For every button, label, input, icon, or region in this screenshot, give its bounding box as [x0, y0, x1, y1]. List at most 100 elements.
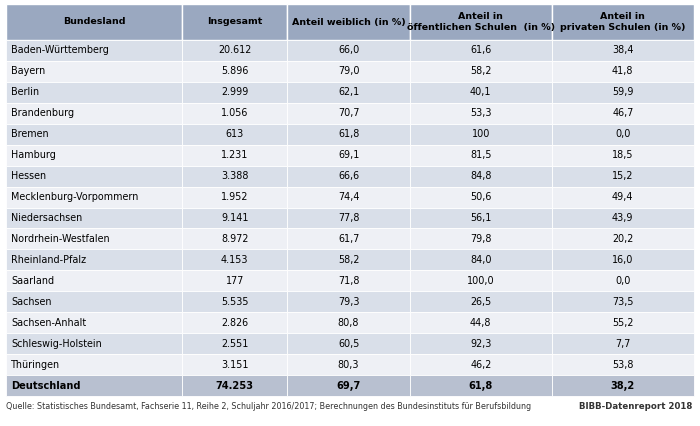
- Bar: [410, 61, 552, 82]
- Bar: [552, 333, 694, 354]
- Bar: [410, 291, 552, 312]
- Bar: [288, 166, 410, 187]
- Text: 1.952: 1.952: [221, 192, 248, 202]
- Bar: [410, 207, 552, 228]
- Bar: [410, 312, 552, 333]
- Text: Sachsen-Anhalt: Sachsen-Anhalt: [11, 318, 86, 328]
- Text: 3.388: 3.388: [221, 171, 248, 181]
- Text: 81,5: 81,5: [470, 150, 491, 160]
- Text: 2.826: 2.826: [221, 318, 248, 328]
- Text: 49,4: 49,4: [612, 192, 634, 202]
- Text: 20,2: 20,2: [612, 234, 634, 244]
- Text: 46,7: 46,7: [612, 108, 634, 118]
- Bar: [288, 271, 410, 291]
- Bar: [410, 228, 552, 249]
- Text: Schleswig-Holstein: Schleswig-Holstein: [11, 339, 102, 348]
- Bar: [410, 4, 552, 40]
- Bar: [6, 40, 182, 61]
- Text: 44,8: 44,8: [470, 318, 491, 328]
- Bar: [410, 103, 552, 124]
- Text: Rheinland-Pfalz: Rheinland-Pfalz: [11, 255, 86, 265]
- Text: 79,3: 79,3: [338, 297, 359, 307]
- Bar: [6, 375, 182, 396]
- Bar: [288, 145, 410, 166]
- Bar: [182, 145, 288, 166]
- Bar: [552, 166, 694, 187]
- Text: 46,2: 46,2: [470, 360, 491, 370]
- Text: Hamburg: Hamburg: [11, 150, 56, 160]
- Text: 100: 100: [472, 129, 490, 139]
- Text: Bremen: Bremen: [11, 129, 48, 139]
- Text: 100,0: 100,0: [467, 276, 494, 286]
- Text: 7,7: 7,7: [615, 339, 631, 348]
- Bar: [552, 124, 694, 145]
- Bar: [288, 291, 410, 312]
- Bar: [182, 375, 288, 396]
- Bar: [410, 333, 552, 354]
- Bar: [6, 333, 182, 354]
- Text: 2.999: 2.999: [221, 87, 248, 98]
- Text: 61,8: 61,8: [468, 380, 493, 391]
- Text: 58,2: 58,2: [470, 66, 491, 76]
- Bar: [6, 271, 182, 291]
- Text: 177: 177: [225, 276, 244, 286]
- Text: Anteil in
privaten Schulen (in %): Anteil in privaten Schulen (in %): [560, 12, 685, 32]
- Bar: [6, 354, 182, 375]
- Text: 38,2: 38,2: [610, 380, 635, 391]
- Text: 4.153: 4.153: [221, 255, 248, 265]
- Bar: [552, 103, 694, 124]
- Text: 18,5: 18,5: [612, 150, 634, 160]
- Text: 79,0: 79,0: [338, 66, 359, 76]
- Text: 69,7: 69,7: [337, 380, 360, 391]
- Text: Quelle: Statistisches Bundesamt, Fachserie 11, Reihe 2, Schuljahr 2016/2017; Ber: Quelle: Statistisches Bundesamt, Fachser…: [6, 402, 531, 411]
- Text: Insgesamt: Insgesamt: [207, 17, 262, 26]
- Bar: [6, 312, 182, 333]
- Text: Bayern: Bayern: [11, 66, 46, 76]
- Text: 41,8: 41,8: [612, 66, 634, 76]
- Text: Bundesland: Bundesland: [63, 17, 125, 26]
- Bar: [552, 312, 694, 333]
- Bar: [552, 61, 694, 82]
- Bar: [288, 187, 410, 207]
- Text: 70,7: 70,7: [338, 108, 359, 118]
- Bar: [288, 207, 410, 228]
- Text: 50,6: 50,6: [470, 192, 491, 202]
- Text: 60,5: 60,5: [338, 339, 359, 348]
- Text: 2.551: 2.551: [221, 339, 248, 348]
- Bar: [182, 40, 288, 61]
- Text: 56,1: 56,1: [470, 213, 491, 223]
- Bar: [288, 228, 410, 249]
- Bar: [6, 291, 182, 312]
- Text: 26,5: 26,5: [470, 297, 491, 307]
- Text: Anteil in
öffentlichen Schulen  (in %): Anteil in öffentlichen Schulen (in %): [407, 12, 555, 32]
- Text: 40,1: 40,1: [470, 87, 491, 98]
- Text: 55,2: 55,2: [612, 318, 634, 328]
- Text: 79,8: 79,8: [470, 234, 491, 244]
- Text: 53,3: 53,3: [470, 108, 491, 118]
- Text: 5.535: 5.535: [221, 297, 248, 307]
- Text: 9.141: 9.141: [221, 213, 248, 223]
- Text: 92,3: 92,3: [470, 339, 491, 348]
- Text: Mecklenburg-Vorpommern: Mecklenburg-Vorpommern: [11, 192, 139, 202]
- Bar: [552, 249, 694, 271]
- Bar: [410, 166, 552, 187]
- Text: 15,2: 15,2: [612, 171, 634, 181]
- Text: BIBB-Datenreport 2018: BIBB-Datenreport 2018: [579, 402, 692, 411]
- Bar: [552, 4, 694, 40]
- Text: 61,8: 61,8: [338, 129, 359, 139]
- Text: 3.151: 3.151: [221, 360, 248, 370]
- Bar: [288, 312, 410, 333]
- Text: 84,8: 84,8: [470, 171, 491, 181]
- Bar: [182, 249, 288, 271]
- Bar: [410, 249, 552, 271]
- Text: 5.896: 5.896: [221, 66, 248, 76]
- Bar: [6, 61, 182, 82]
- Bar: [552, 228, 694, 249]
- Bar: [288, 103, 410, 124]
- Bar: [552, 82, 694, 103]
- Bar: [182, 82, 288, 103]
- Bar: [552, 354, 694, 375]
- Bar: [6, 166, 182, 187]
- Bar: [552, 40, 694, 61]
- Bar: [552, 145, 694, 166]
